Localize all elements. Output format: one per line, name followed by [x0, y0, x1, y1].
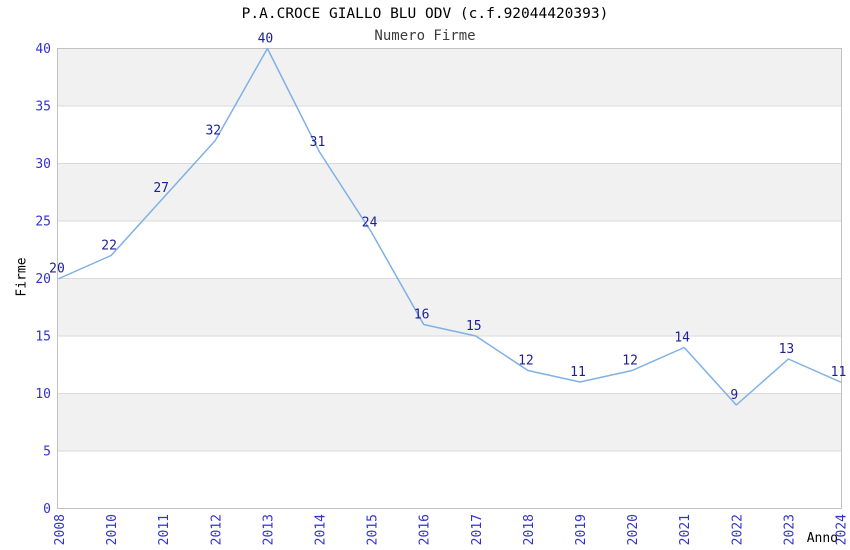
chart-title: P.A.CROCE GIALLO BLU ODV (c.f.9204442039… — [241, 6, 609, 22]
plot-band — [57, 163, 842, 221]
y-tick-label: 15 — [35, 330, 51, 345]
x-tick-label: 2011 — [157, 514, 172, 545]
x-tick-label: 2015 — [366, 514, 381, 545]
plot-border — [57, 48, 842, 509]
plot-band — [57, 393, 842, 451]
data-point-label: 31 — [310, 135, 326, 150]
y-tick-label: 5 — [43, 445, 51, 460]
x-tick-label: 2016 — [418, 514, 433, 545]
data-point-label: 22 — [101, 239, 117, 254]
data-point-label: 15 — [466, 319, 482, 334]
data-point-label: 9 — [730, 388, 738, 403]
y-tick-label: 35 — [35, 100, 51, 115]
data-point-label: 11 — [570, 365, 586, 380]
data-point-label: 11 — [831, 365, 847, 380]
x-tick-label: 2024 — [835, 514, 850, 545]
x-tick-label: 2021 — [678, 514, 693, 545]
y-tick-label: 30 — [35, 157, 51, 172]
x-tick-label: 2020 — [626, 514, 641, 545]
x-tick-label: 2023 — [782, 514, 797, 545]
x-tick-label: 2014 — [314, 514, 329, 545]
data-point-label: 14 — [674, 331, 690, 346]
x-axis-title: Anno — [806, 531, 838, 546]
x-tick-label: 2019 — [574, 514, 589, 545]
x-tick-label: 2018 — [522, 514, 537, 545]
data-point-label: 24 — [362, 216, 378, 231]
plot-band — [57, 278, 842, 336]
y-tick-label: 0 — [43, 502, 51, 517]
y-tick-label: 25 — [35, 215, 51, 230]
x-tick-label: 2022 — [730, 514, 745, 545]
y-tick-label: 10 — [35, 387, 51, 402]
x-tick-label: 2013 — [261, 514, 276, 545]
data-point-label: 27 — [153, 181, 169, 196]
x-tick-label: 2010 — [105, 514, 120, 545]
data-point-label: 40 — [258, 32, 274, 47]
data-point-label: 12 — [518, 354, 534, 369]
data-point-label: 20 — [49, 262, 65, 277]
data-point-label: 32 — [205, 124, 221, 139]
series-line — [58, 47, 842, 406]
x-tick-label: 2017 — [470, 514, 485, 545]
data-point-label: 13 — [779, 342, 795, 357]
data-point-label: 12 — [622, 354, 638, 369]
chart-subtitle: Numero Firme — [374, 28, 476, 44]
plot-band — [57, 48, 842, 106]
y-tick-label: 20 — [35, 272, 51, 287]
y-tick-label: 40 — [35, 42, 51, 57]
x-tick-label: 2008 — [53, 514, 68, 545]
x-tick-label: 2012 — [209, 514, 224, 545]
data-point-label: 16 — [414, 308, 430, 323]
